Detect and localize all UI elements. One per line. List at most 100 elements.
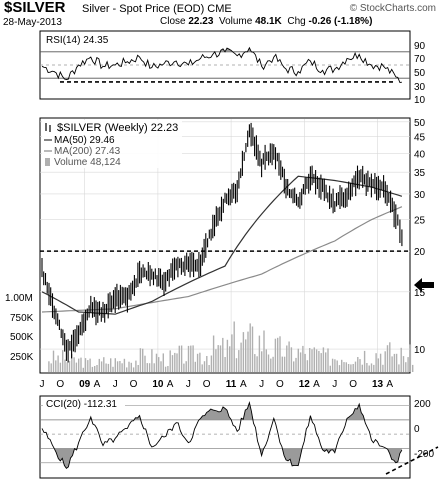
volume-bar	[352, 364, 354, 372]
stockcharts-brand[interactable]: © StockCharts.com	[349, 3, 436, 14]
volume-bar	[329, 365, 331, 372]
rsi-level-90: 90	[414, 41, 426, 52]
volume-bar	[235, 358, 238, 372]
volume-bar	[167, 366, 169, 372]
price-tick-45: 45	[414, 133, 426, 144]
volume-bar	[96, 365, 98, 372]
x-axis-label: J	[332, 379, 337, 390]
price-tick-30: 30	[414, 190, 426, 201]
volume-bar	[290, 347, 293, 372]
volume-bar	[270, 358, 272, 372]
x-axis-label: J	[40, 379, 45, 390]
rsi-level-30: 30	[414, 82, 426, 93]
volume-bar	[379, 353, 382, 372]
price-tick-10: 10	[414, 345, 426, 356]
volume-bar	[176, 353, 178, 372]
cci-panel: 200 0 -200 CCI(20) -112.31	[39, 395, 439, 479]
x-axis-label: O	[203, 379, 211, 390]
volume-bar	[361, 364, 363, 372]
volume-bar	[62, 350, 64, 372]
volume-bar	[203, 361, 206, 372]
volume-bar	[242, 332, 245, 372]
rsi-level-10: 10	[414, 95, 426, 106]
volume-bar	[144, 355, 146, 372]
volume-bar	[261, 351, 263, 372]
volume-legend-swatch	[45, 158, 50, 166]
cci-plot	[40, 401, 439, 475]
price-tick-40: 40	[414, 149, 426, 160]
cci-level-0: 0	[414, 424, 420, 435]
x-axis-label: 09	[79, 379, 91, 390]
quote-summary: Close 22.23 Volume 48.1K Chg -0.26 (-1.1…	[160, 16, 372, 27]
ma50-line	[41, 175, 403, 315]
volume-bar	[135, 360, 137, 372]
rsi-level-50: 50	[414, 68, 426, 79]
volume-bar	[114, 358, 116, 372]
volume-bar	[196, 353, 199, 372]
volume-bar	[50, 363, 52, 372]
volume-bar	[112, 366, 114, 372]
volume-bar	[281, 356, 283, 372]
volume-bar	[325, 352, 327, 372]
volume-tick-750k: 750K	[10, 313, 34, 324]
volume-tick-1m: 1.00M	[5, 293, 33, 304]
cci-legend-box	[43, 397, 125, 409]
ma50-legend: MA(50) 29.46	[54, 135, 115, 146]
volume-bar	[128, 361, 130, 372]
volume-bar	[139, 348, 142, 372]
cci-legend: CCI(20) -112.31	[46, 399, 117, 410]
volume-bar	[345, 362, 347, 372]
rsi-level-70: 70	[414, 54, 426, 65]
volume-bar	[174, 352, 176, 372]
volume-bar	[206, 356, 208, 372]
volume-bar	[78, 358, 80, 372]
volume-tick-250k: 250K	[10, 352, 34, 363]
volume-tick-500k: 500K	[10, 332, 34, 343]
volume-bar	[148, 363, 151, 372]
rsi-panel: 90 70 50 30 10 RSI(14) 24.35	[39, 30, 426, 106]
volume-bar	[377, 358, 379, 372]
volume-bar	[57, 355, 59, 372]
volume-bar	[178, 345, 180, 372]
volume-bar	[71, 353, 73, 372]
volume-bar	[187, 345, 190, 372]
volume-bar	[224, 357, 226, 372]
ma200-line	[41, 206, 403, 313]
volume-bar	[370, 363, 373, 372]
volume-bar	[350, 364, 352, 372]
volume-bar	[265, 349, 267, 372]
close-label: Close	[160, 16, 186, 27]
volume-bar	[384, 351, 386, 372]
volume-bar	[219, 345, 222, 372]
volume-bar	[251, 326, 254, 372]
sell-arrow-icon	[414, 278, 434, 292]
volume-bar	[94, 366, 96, 372]
x-axis-label: J	[259, 379, 264, 390]
volume-bar	[389, 342, 391, 372]
price-tick-25: 25	[414, 216, 426, 227]
volume-bar	[286, 345, 288, 372]
volume-bar	[334, 359, 336, 372]
volume-bar	[180, 345, 183, 372]
x-axis-label: 11	[226, 379, 237, 390]
volume-bar	[359, 359, 361, 372]
volume-bar	[107, 363, 110, 372]
rsi-series-line	[41, 46, 402, 83]
cci-level-200: 200	[414, 399, 431, 410]
volume-bar	[295, 357, 297, 372]
volume-bar	[52, 350, 55, 372]
volume-bar	[398, 364, 400, 372]
volume-bar	[59, 362, 62, 372]
x-axis: J O 09 A J O 10 A J O 11 A J O 12 A J O 13 A	[40, 379, 394, 390]
volume-bar	[343, 362, 345, 372]
volume-bar	[73, 357, 75, 372]
volume-bar	[64, 359, 66, 372]
rsi-legend-box	[43, 33, 117, 45]
x-axis-label: A	[240, 379, 247, 390]
volume-bar	[357, 357, 359, 372]
cci-overbought-fill	[42, 402, 402, 420]
volume-bar	[169, 350, 171, 372]
volume-bar	[132, 367, 135, 372]
x-axis-label: A	[167, 379, 174, 390]
volume-axis: 1.00M 750K 500K 250K	[5, 293, 34, 363]
